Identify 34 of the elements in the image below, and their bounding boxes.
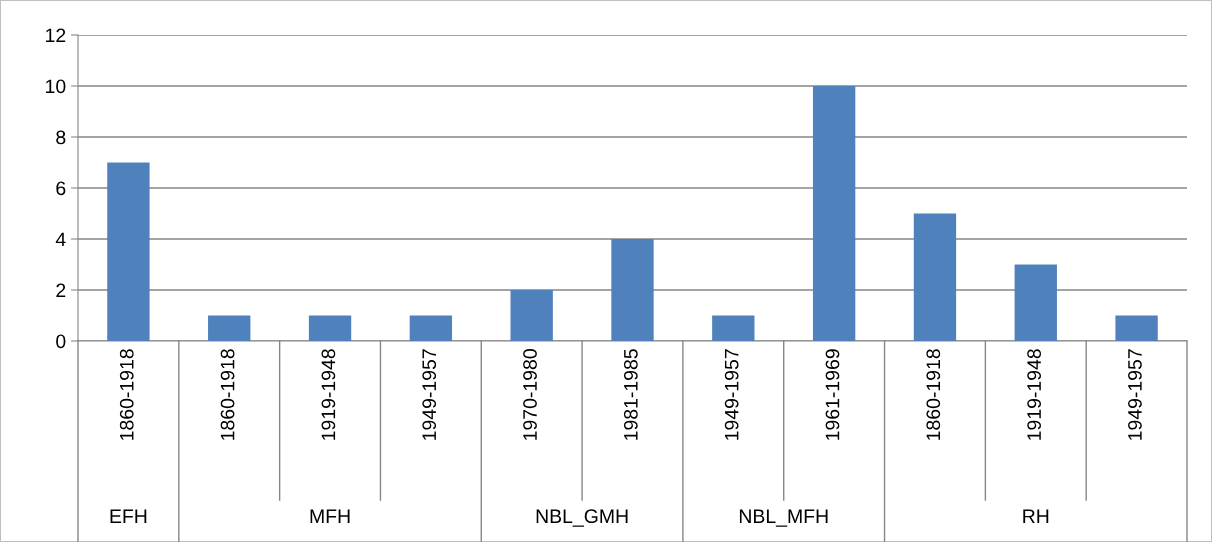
x-tick-label: 1860-1918 xyxy=(119,349,134,440)
y-tick-label: 0 xyxy=(56,334,66,349)
x-tick-label: 1919-1948 xyxy=(321,349,336,440)
bar xyxy=(208,315,251,341)
y-tick-label: 12 xyxy=(46,28,66,43)
y-tick-label: 6 xyxy=(56,181,66,196)
x-tick-label: 1949-1957 xyxy=(422,349,437,440)
x-tick-label: 1949-1957 xyxy=(724,349,739,440)
x-tick-label: 1970-1980 xyxy=(523,349,537,440)
text: EFH xyxy=(110,509,147,523)
y-tick-label: 10 xyxy=(46,79,66,94)
x-tick-label: 1961-1969 xyxy=(825,349,840,440)
bar xyxy=(1014,264,1057,341)
y-tick-label: 4 xyxy=(55,232,66,247)
text: NBL_MFH xyxy=(739,509,828,527)
bar xyxy=(812,86,856,341)
bar xyxy=(1115,315,1158,341)
x-tick-label: 1981-1985 xyxy=(623,349,638,440)
x-tick-label: 1949-1957 xyxy=(1128,349,1142,440)
x-tick-label: 1860-1918 xyxy=(220,349,235,440)
bar xyxy=(913,213,957,341)
y-tick-label: 8 xyxy=(56,130,66,145)
bar xyxy=(107,162,150,341)
text: RH xyxy=(1023,509,1049,523)
x-tick-label: 1919-1948 xyxy=(1027,349,1041,440)
bar xyxy=(510,290,553,341)
bar xyxy=(409,315,453,341)
bar xyxy=(308,315,352,341)
bar xyxy=(611,239,654,341)
bar xyxy=(712,315,755,341)
text: MFH xyxy=(310,509,350,523)
y-tick-label: 2 xyxy=(56,283,66,298)
x-tick-label: 1860-1918 xyxy=(926,349,941,440)
text: NBL_GMH xyxy=(536,509,628,527)
